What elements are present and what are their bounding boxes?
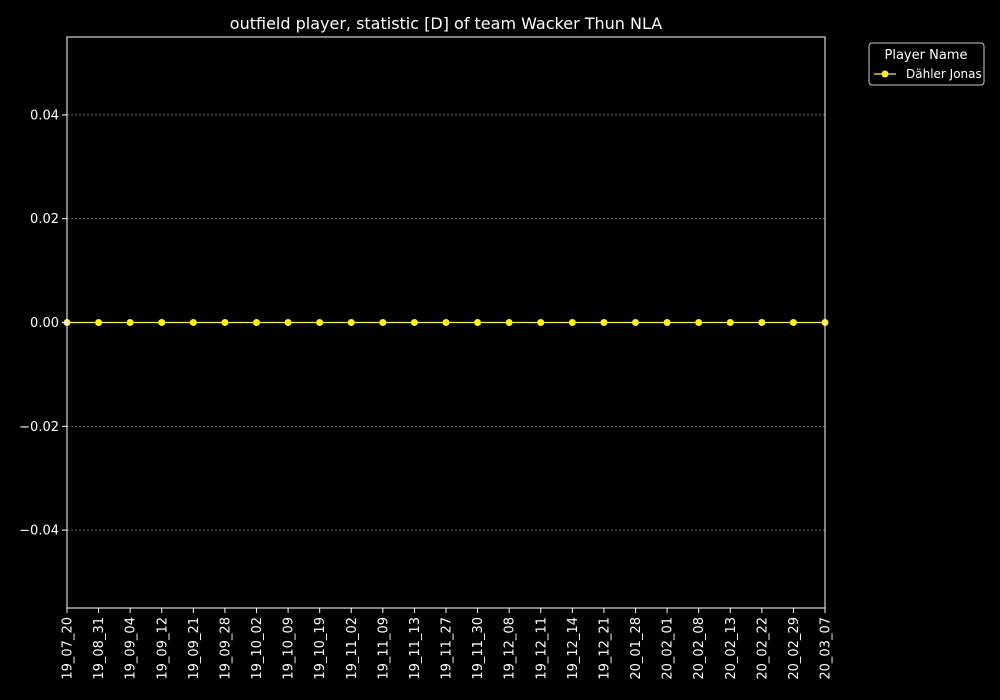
x-tick-label: 19_11_13 <box>408 617 423 680</box>
x-tick-label: 19_09_21 <box>187 617 202 680</box>
data-point <box>695 319 703 326</box>
x-tick-label: 20_02_22 <box>755 617 770 680</box>
x-tick-label: 19_12_11 <box>534 617 549 680</box>
x-tick-label: 20_02_29 <box>787 617 802 680</box>
data-point <box>663 319 671 326</box>
data-point <box>379 319 387 326</box>
y-tick-label: −0.04 <box>19 524 59 539</box>
x-tick-label: 19_12_14 <box>566 617 581 680</box>
x-tick-label: 19_12_21 <box>597 617 612 680</box>
x-tick-label: 19_10_02 <box>250 617 265 680</box>
x-tick-label: 20_01_28 <box>629 617 644 680</box>
x-tick-label: 19_09_28 <box>218 617 233 680</box>
data-point <box>95 319 103 326</box>
data-point <box>442 319 450 326</box>
x-tick-label: 19_07_20 <box>61 617 76 680</box>
data-point <box>632 319 639 326</box>
data-point <box>158 319 166 326</box>
data-point <box>284 319 292 326</box>
data-point <box>758 319 766 326</box>
data-point <box>253 319 260 326</box>
data-point <box>316 319 324 326</box>
x-tick-label: 19_09_12 <box>155 617 170 680</box>
legend-label: Dähler Jonas <box>906 67 982 81</box>
data-point <box>474 319 482 326</box>
data-point <box>568 319 576 326</box>
data-point <box>410 319 418 326</box>
x-tick-label: 19_11_09 <box>376 617 391 680</box>
x-tick-label: 19_10_09 <box>282 617 297 680</box>
legend-box <box>868 42 985 86</box>
x-tick-label: 20_02_01 <box>661 617 676 680</box>
legend-items: Dähler Jonas <box>874 67 982 81</box>
x-tick-label: 19_12_08 <box>503 617 518 680</box>
x-axis-ticks: 19_07_20 19_08_31 19_09_04 19_09_12 19_09_21… <box>61 608 834 680</box>
data-point <box>505 319 513 326</box>
data-point <box>189 319 197 326</box>
data-point <box>789 319 797 326</box>
legend-marker <box>881 70 889 78</box>
chart-title: outfield player, statistic [D] of team W… <box>230 14 662 33</box>
series-points <box>63 319 829 326</box>
data-point <box>126 319 134 326</box>
data-point <box>600 319 608 326</box>
y-tick-label: 0.00 <box>30 316 59 331</box>
x-tick-label: 19_11_02 <box>345 617 360 680</box>
x-tick-label: 20_02_08 <box>692 617 707 680</box>
legend: Player Name Dähler Jonas <box>868 42 985 86</box>
y-tick-label: 0.04 <box>30 108 59 123</box>
x-tick-label: 19_10_19 <box>313 617 328 680</box>
x-tick-label: 20_02_13 <box>724 617 739 680</box>
y-tick-label: −0.02 <box>19 420 59 435</box>
x-tick-label: 19_09_04 <box>124 617 139 680</box>
y-axis-ticks: −0.04 −0.02 0.00 0.02 0.04 <box>19 108 67 539</box>
data-point <box>347 319 355 326</box>
data-point <box>726 319 734 326</box>
x-tick-label: 20_03_07 <box>819 617 834 680</box>
data-point <box>537 319 545 326</box>
x-tick-label: 19_11_30 <box>471 617 486 680</box>
y-tick-label: 0.02 <box>30 212 59 227</box>
legend-title: Player Name <box>885 48 968 63</box>
data-point <box>221 319 229 326</box>
x-tick-label: 19_08_31 <box>92 617 107 680</box>
x-tick-label: 19_11_27 <box>440 617 455 680</box>
